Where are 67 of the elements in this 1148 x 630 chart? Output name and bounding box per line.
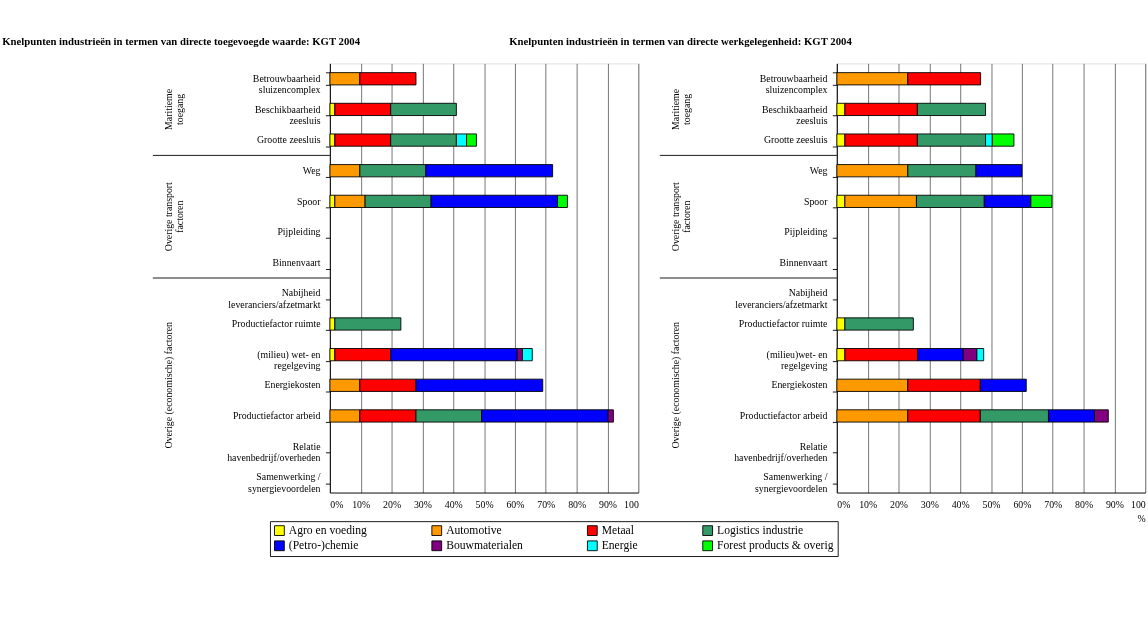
x-tick-label: 60%	[506, 499, 525, 511]
y-tick-label: (milieu)wet- en regelgeving	[766, 348, 828, 372]
x-tick-label: 90%	[1105, 499, 1124, 511]
y-tick-label: Productiefactor ruimte	[738, 318, 829, 330]
y-tick-label: Energiekosten	[264, 379, 321, 391]
y-tick-label: Productiefactor arbeid	[232, 410, 321, 422]
x-tick-label: 10%	[859, 499, 878, 511]
text: Overige transport factoren	[669, 181, 693, 252]
y-tick-label: Productiefactor ruimte	[231, 318, 322, 330]
x-tick-label: 0%	[330, 499, 344, 511]
x-tick-label: 80%	[1075, 499, 1094, 511]
y-tick-label: Nabijheid leveranciers/afzetmarkt	[735, 287, 828, 311]
y-tick-label: Beschikbaarheid zeesluis	[761, 103, 828, 127]
y-tick-label: Nabijheid leveranciers/afzetmarkt	[228, 287, 321, 311]
y-tick-label: Beschikbaarheid zeesluis	[255, 103, 321, 127]
text: Maritieme toegang	[669, 88, 693, 130]
y-tick-label: Weg	[809, 164, 828, 176]
x-tick-label: 50%	[475, 499, 494, 511]
text: Maritieme toegang	[162, 88, 186, 130]
x-tick-label: 30%	[920, 499, 939, 511]
text: Overige (economische) factoren	[162, 321, 175, 449]
text: Knelpunten industrieën in termen van directe toegevoegde waarde: KGT 2004	[2, 34, 361, 47]
y-tick-label: Binnenvaart	[272, 256, 321, 268]
y-tick-label: Betrouwbaarheid sluizencomplex	[759, 72, 828, 96]
legend-label: Metaal	[601, 524, 634, 538]
legend-label: Automotive	[446, 524, 502, 538]
y-tick-label: Grootte zeesluis	[763, 134, 828, 146]
legend-label: Energie	[601, 539, 638, 553]
legend-label: Logistics industrie	[717, 524, 804, 538]
y-tick-label: Samenwerking / synergievoordelen	[755, 471, 828, 495]
y-tick-label: Energiekosten	[771, 379, 828, 391]
x-tick-label: 0%	[837, 499, 851, 511]
x-tick-label: 100	[1131, 499, 1146, 511]
y-tick-label: Spoor	[297, 195, 322, 207]
x-tick-label: 60%	[1013, 499, 1032, 511]
x-tick-label: 30%	[413, 499, 432, 511]
y-tick-label: Relatie havenbedrijf/overheden	[227, 440, 322, 464]
y-tick-label: Pijpleiding	[277, 226, 321, 238]
y-tick-label: Pijpleiding	[784, 226, 828, 238]
x-tick-label: 10%	[352, 499, 371, 511]
legend-label: Bouwmaterialen	[446, 539, 524, 553]
x-tick-label: 90%	[598, 499, 617, 511]
x-tick-label: 40%	[951, 499, 970, 511]
y-tick-label: (milieu) wet- en regelgeving	[257, 348, 321, 372]
x-tick-label: 50%	[982, 499, 1001, 511]
x-tick-label: 40%	[444, 499, 463, 511]
legend-label: (Petro-)chemie	[288, 539, 359, 553]
text: Overige (economische) factoren	[669, 321, 682, 449]
text: Knelpunten industrieën in termen van directe werkgelegenheid: KGT 2004	[509, 34, 853, 47]
x-tick-label: 20%	[889, 499, 909, 511]
x-tick-label: 100	[624, 499, 639, 511]
y-tick-label: Samenwerking / synergievoordelen	[248, 471, 321, 495]
y-tick-label: Weg	[302, 164, 321, 176]
x-tick-label: 80%	[568, 499, 587, 511]
legend-label: Forest products & overig	[717, 539, 834, 553]
y-tick-label: Grootte zeesluis	[256, 134, 321, 146]
text: Overige transport factoren	[162, 181, 186, 252]
x-axis-title: %	[1137, 512, 1146, 524]
x-tick-label: 20%	[383, 499, 402, 511]
y-tick-label: Betrouwbaarheid sluizencomplex	[252, 72, 321, 96]
y-tick-label: Relatie havenbedrijf/overheden	[734, 440, 829, 464]
x-tick-label: 70%	[1044, 499, 1063, 511]
y-tick-label: Binnenvaart	[779, 256, 828, 268]
x-tick-label: 70%	[537, 499, 556, 511]
y-tick-label: Productiefactor arbeid	[739, 410, 828, 422]
y-tick-label: Spoor	[803, 195, 829, 207]
legend-label: Agro en voeding	[288, 524, 368, 538]
